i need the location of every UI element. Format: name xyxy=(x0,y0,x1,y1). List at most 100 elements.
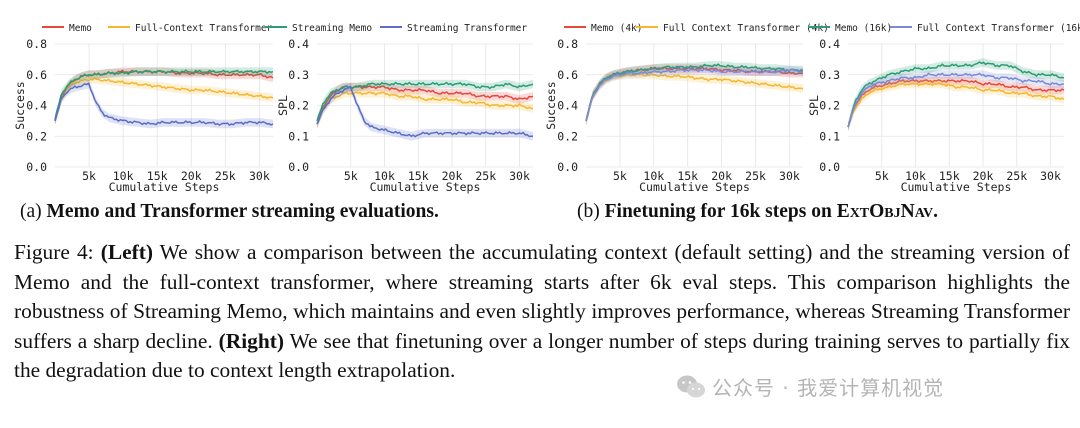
y-tick-label: 0.1 xyxy=(288,129,309,143)
y-tick-label: 0.2 xyxy=(288,99,309,113)
y-tick-label: 0.0 xyxy=(819,160,840,174)
legend-label: Streaming Transformer xyxy=(407,23,527,34)
series-line xyxy=(847,72,1065,128)
y-axis-label: Success xyxy=(544,81,558,129)
y-tick-label: 0.8 xyxy=(557,37,578,51)
y-tick-label: 0.2 xyxy=(819,99,840,113)
series-line xyxy=(585,67,804,122)
legend-right: Memo (4k) Full Context Transformer (4k) Me… xyxy=(564,23,1080,34)
series-line xyxy=(54,69,274,120)
chart-panel-3: 0.0 0.2 0.4 0.6 0.8 5k 10k 15k 20k 25k 30k Cumulati… xyxy=(544,37,804,194)
x-tick-label: 20k xyxy=(711,169,732,183)
watermark: 公众号 · 我爱计算机视觉 xyxy=(676,372,944,401)
series-band xyxy=(317,88,533,129)
series-line xyxy=(585,72,804,122)
series-line xyxy=(847,61,1065,128)
subcaption-a-title: Memo and Transformer streaming evaluatio… xyxy=(46,201,439,222)
subcaption-b-prefix: (b) xyxy=(577,201,605,222)
y-tick-label: 0.8 xyxy=(26,37,47,51)
y-tick-label: 0.3 xyxy=(288,68,309,82)
x-tick-label: 10k xyxy=(643,169,664,183)
series-band xyxy=(848,76,1064,132)
y-tick-label: 0.0 xyxy=(288,160,309,174)
series-band xyxy=(317,82,533,129)
caption-left-label: (Left) xyxy=(100,240,153,264)
y-tick-label: 0.6 xyxy=(557,68,578,82)
x-axis-label: Cumulative Steps xyxy=(901,180,1012,194)
figure-caption: Figure 4: (Left) We show a comparison be… xyxy=(14,238,1070,386)
series-band xyxy=(586,61,803,126)
series-line xyxy=(585,63,804,122)
subcaption-b-dataset: ExtObjNav xyxy=(836,201,934,222)
y-tick-label: 0.2 xyxy=(557,129,578,143)
series-band xyxy=(317,79,533,126)
x-tick-label: 5k xyxy=(613,169,627,183)
y-tick-label: 0.4 xyxy=(819,37,840,51)
series-band xyxy=(55,79,273,129)
y-axis-label: SPL xyxy=(276,95,290,116)
x-tick-label: 25k xyxy=(745,169,766,183)
subcaption-b: (b) Finetuning for 16k steps on ExtObjNa… xyxy=(577,201,938,223)
x-tick-label: 5k xyxy=(344,169,358,183)
x-tick-label: 25k xyxy=(475,169,496,183)
series-band xyxy=(586,70,803,126)
legend-label: Streaming Memo xyxy=(292,23,372,34)
subcaption-a-prefix: (a) xyxy=(20,201,47,222)
subcaption-b-title: Finetuning for 16k steps on xyxy=(604,201,837,222)
series-line xyxy=(316,86,533,138)
legend-label: Memo (16k) xyxy=(835,23,892,34)
x-tick-label: 15k xyxy=(147,169,168,183)
series-band xyxy=(55,67,273,124)
x-tick-label: 30k xyxy=(779,169,800,183)
y-tick-label: 0.4 xyxy=(288,37,309,51)
y-tick-label: 0.0 xyxy=(26,160,47,174)
legend-label: Full Context Transformer (4k) xyxy=(663,23,829,34)
series-line xyxy=(847,78,1065,128)
x-axis-label: Cumulative Steps xyxy=(109,180,220,194)
y-axis-label: Success xyxy=(13,81,27,129)
caption-figure-number: Figure 4: xyxy=(14,240,101,264)
watermark-text: 公众号 · 我爱计算机视觉 xyxy=(712,376,945,400)
x-tick-label: 30k xyxy=(1040,169,1061,183)
x-tick-label: 5k xyxy=(82,169,96,183)
caption-right-text: We see that finetuning over a longer num… xyxy=(14,328,1070,383)
y-tick-label: 0.6 xyxy=(26,68,47,82)
y-tick-label: 0.2 xyxy=(26,129,47,143)
subcaption-a: (a) Memo and Transformer streaming evalu… xyxy=(20,201,439,223)
x-axis-label: Cumulative Steps xyxy=(370,180,481,194)
x-tick-label: 10k xyxy=(113,169,134,183)
x-tick-label: 20k xyxy=(442,169,463,183)
chart-panel-1: 0.0 0.2 0.4 0.6 0.8 5k 10k 15k 20k 25k 30k Cumulati… xyxy=(13,37,274,194)
x-tick-label: 10k xyxy=(905,169,926,183)
y-tick-label: 0.4 xyxy=(26,99,47,113)
x-tick-label: 5k xyxy=(875,169,889,183)
y-axis-label: SPL xyxy=(807,95,821,116)
series-line xyxy=(54,77,274,122)
x-tick-label: 15k xyxy=(677,169,698,183)
legend-label: Full-Context Transformer xyxy=(135,23,273,34)
x-tick-label: 20k xyxy=(181,169,202,183)
y-tick-label: 0.1 xyxy=(819,129,840,143)
x-tick-label: 30k xyxy=(249,169,270,183)
x-tick-label: 25k xyxy=(1006,169,1027,183)
x-axis-label: Cumulative Steps xyxy=(639,180,750,194)
x-tick-label: 25k xyxy=(215,169,236,183)
chart-panel-4: 0.0 0.1 0.2 0.3 0.4 5k 10k 15k 20k 25k 30k Cumulati… xyxy=(807,37,1065,194)
legend-left: Memo Full-Context Transformer Streaming Me… xyxy=(42,23,527,34)
x-tick-label: 10k xyxy=(374,169,395,183)
wechat-icon xyxy=(677,375,705,397)
series-band xyxy=(55,75,273,126)
caption-right-label: (Right) xyxy=(218,328,284,353)
series-line xyxy=(54,82,274,127)
caption-left-text: We show a comparison between the accumul… xyxy=(14,240,1070,353)
charts-area: 0.0 0.2 0.4 0.6 0.8 5k 10k 15k 20k 25k 30k Cumulati… xyxy=(13,23,1080,194)
series-band xyxy=(586,65,803,126)
y-tick-label: 0.4 xyxy=(557,99,578,113)
series-band xyxy=(55,67,273,126)
subcaption-b-period: . xyxy=(933,201,939,222)
legend-label: Memo xyxy=(69,23,92,34)
legend-label: Memo (4k) xyxy=(591,23,642,34)
x-tick-label: 15k xyxy=(939,169,960,183)
x-tick-label: 15k xyxy=(408,169,429,183)
